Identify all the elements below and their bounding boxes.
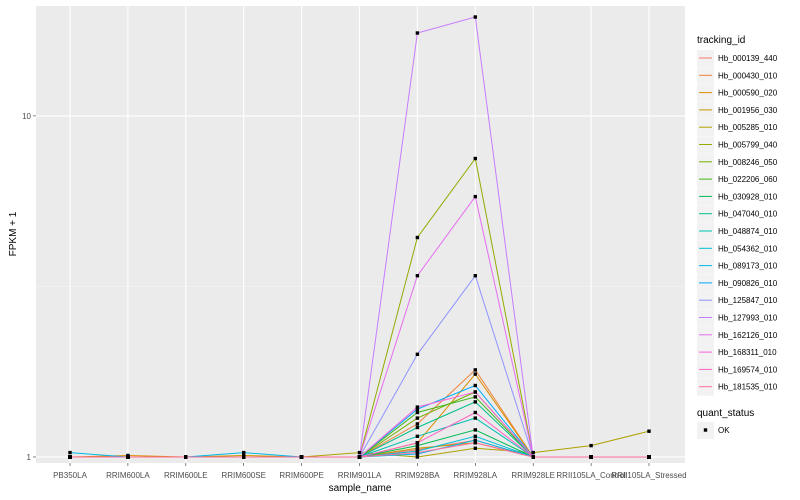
data-points — [68, 15, 651, 459]
legend-label: Hb_008246_050 — [718, 158, 778, 167]
data-point — [473, 441, 477, 445]
data-point — [415, 407, 420, 411]
x-tick-label: RRII105LA_Stressed — [611, 471, 686, 480]
legend-label: Hb_089173_010 — [718, 262, 778, 271]
grid-lines — [36, 6, 685, 463]
data-point — [473, 390, 477, 394]
data-point — [647, 429, 651, 433]
data-point — [415, 425, 420, 430]
legend-label: Hb_000139_440 — [718, 54, 778, 63]
x-tick-label: RRIM928LA — [454, 471, 498, 480]
data-point — [415, 455, 420, 459]
legend-label: Hb_054362_010 — [718, 244, 778, 253]
legend-label: Hb_169574_010 — [718, 365, 778, 374]
legend-label: Hb_001956_030 — [718, 106, 778, 115]
x-tick-label: RRIM600SE — [221, 471, 265, 480]
y-axis-title: FPKM + 1 — [8, 211, 19, 256]
x-tick-label: RRIM928LE — [511, 471, 555, 480]
legend-label: Hb_090826_010 — [718, 279, 778, 288]
x-tick-label: RRIM928BA — [395, 471, 440, 480]
data-point — [473, 434, 477, 438]
data-point — [415, 405, 420, 409]
data-point — [242, 450, 246, 455]
data-point — [473, 400, 477, 404]
data-point — [589, 443, 593, 448]
x-tick-label: RRIM600PE — [279, 471, 323, 480]
legend-label: Hb_047040_010 — [718, 210, 778, 219]
legend-label: Hb_000430_010 — [718, 71, 778, 80]
legend-label: Hb_005799_040 — [718, 141, 778, 150]
legend-label: Hb_022206_060 — [718, 175, 778, 184]
legend-color-title: tracking_id — [697, 35, 745, 46]
x-axis-title: sample_name — [329, 483, 392, 494]
x-tick-label: RRIM901LA — [338, 471, 382, 480]
legend-shape-square — [703, 428, 708, 432]
x-tick-label: RRIM600LA — [106, 471, 150, 480]
data-point — [357, 450, 362, 455]
data-point — [68, 455, 72, 459]
data-point — [473, 416, 477, 420]
data-point — [531, 450, 535, 455]
y-tick-label: 1 — [27, 453, 32, 462]
data-point — [473, 383, 477, 388]
data-point — [473, 194, 477, 199]
data-point — [357, 455, 362, 459]
x-tick-label: RRIM600LE — [164, 471, 208, 480]
data-point — [415, 441, 420, 445]
data-point — [68, 450, 72, 455]
data-point — [473, 410, 477, 415]
data-point — [473, 372, 477, 376]
legend-label: Hb_125847_010 — [718, 296, 778, 305]
data-point — [415, 410, 420, 415]
data-point — [415, 446, 420, 450]
data-point — [473, 274, 477, 278]
data-point — [473, 446, 477, 450]
y-axis: 1 10 — [22, 112, 36, 462]
legend-label: Hb_168311_010 — [718, 348, 777, 357]
data-point — [415, 235, 420, 240]
data-point — [126, 455, 130, 459]
data-point — [647, 455, 651, 459]
legend-label: Hb_005285_010 — [718, 123, 778, 132]
data-point — [415, 422, 420, 426]
legend-label: Hb_162126_010 — [718, 331, 778, 340]
legend-shape-title: quant_status — [697, 408, 754, 419]
legend-label: Hb_181535_010 — [718, 383, 778, 392]
data-point — [415, 31, 420, 35]
data-point — [531, 455, 535, 459]
x-tick-label: PB350LA — [53, 471, 87, 480]
data-point — [473, 368, 477, 372]
legend-shape-keys: OK — [697, 422, 730, 439]
legend-label: Hb_000590_020 — [718, 89, 778, 98]
data-point — [473, 156, 477, 161]
data-point — [242, 455, 246, 459]
data-point — [415, 434, 420, 438]
legend-label: Hb_030928_010 — [718, 192, 778, 201]
legend-label: Hb_127993_010 — [718, 314, 778, 323]
legend: tracking_id Hb_000139_440Hb_000430_010Hb… — [697, 35, 778, 439]
x-axis: PB350LA RRIM600LA RRIM600LE RRIM600SE RRIM60… — [53, 463, 687, 480]
data-point — [415, 352, 420, 356]
legend-label: Hb_048874_010 — [718, 227, 778, 236]
data-point — [415, 443, 420, 448]
x-tick-label: RRII105LA_Control — [556, 471, 626, 480]
legend-shape-label: OK — [718, 426, 730, 435]
data-point — [415, 274, 420, 278]
data-point — [184, 455, 188, 459]
data-point — [473, 395, 477, 399]
data-point — [473, 15, 477, 19]
data-point — [473, 438, 477, 442]
legend-color-keys: Hb_000139_440 Hb_000430_010 Hb_000590_020 H… — [697, 50, 778, 396]
data-point — [473, 428, 477, 432]
data-point — [415, 416, 420, 420]
data-point — [589, 455, 593, 459]
data-point — [415, 450, 420, 455]
plot-panel — [36, 6, 685, 463]
y-tick-label: 10 — [22, 112, 31, 121]
data-point — [299, 455, 304, 459]
